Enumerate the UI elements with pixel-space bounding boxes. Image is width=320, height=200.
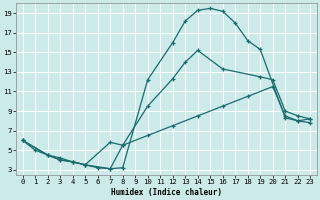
X-axis label: Humidex (Indice chaleur): Humidex (Indice chaleur)	[111, 188, 222, 197]
